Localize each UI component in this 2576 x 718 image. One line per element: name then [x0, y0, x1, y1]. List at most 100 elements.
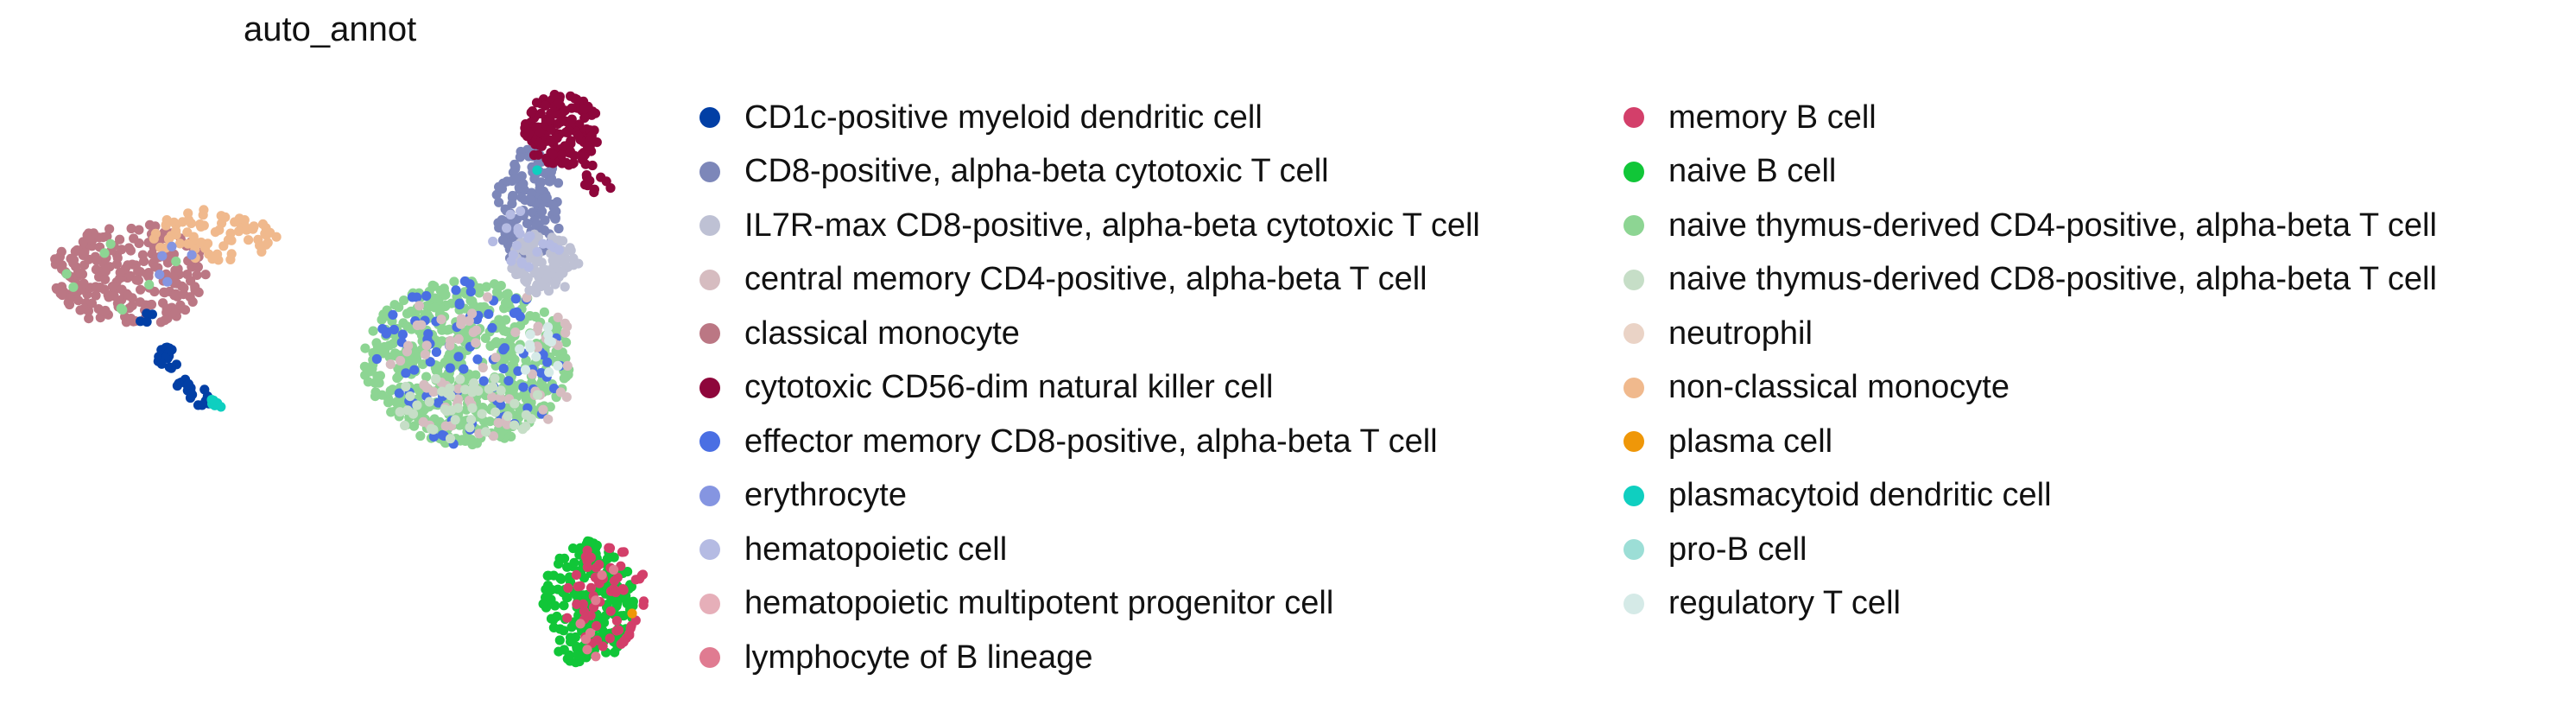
scatter-point	[602, 554, 613, 564]
scatter-point	[155, 317, 166, 327]
scatter-point	[474, 288, 484, 298]
scatter-point	[225, 228, 236, 238]
scatter-point	[133, 266, 143, 276]
scatter-point	[126, 223, 136, 234]
legend-swatch	[699, 161, 720, 182]
legend-label: naive B cell	[1668, 153, 1837, 190]
scatter-point	[131, 275, 142, 285]
scatter-point	[541, 264, 551, 275]
scatter-point	[484, 308, 494, 320]
scatter-point	[359, 361, 370, 372]
legend-column-2: memory B cell naive B cell naive thymus-de…	[1623, 91, 2437, 631]
scatter-point	[172, 380, 182, 391]
scatter-point	[627, 608, 637, 619]
legend-swatch	[699, 107, 720, 129]
scatter-point	[175, 300, 186, 310]
legend-swatch	[699, 593, 720, 614]
scatter-point	[420, 403, 430, 415]
scatter-point	[86, 298, 98, 308]
scatter-point	[226, 249, 237, 259]
scatter-point	[70, 246, 80, 257]
legend-label: regulatory T cell	[1668, 585, 1901, 622]
scatter-point	[518, 382, 528, 392]
scatter-point	[531, 352, 541, 362]
scatter-point	[511, 240, 522, 251]
scatter-point	[459, 364, 469, 374]
scatter-point	[496, 281, 506, 291]
scatter-point	[95, 283, 105, 293]
scatter-point	[374, 378, 384, 388]
scatter-point	[562, 360, 573, 371]
scatter-point	[111, 259, 122, 270]
scatter-point	[171, 289, 181, 299]
scatter-point	[402, 405, 413, 416]
scatter-point	[483, 292, 493, 302]
legend-swatch	[699, 647, 720, 669]
scatter-point	[494, 197, 504, 207]
scatter-point	[115, 267, 125, 277]
scatter-point	[459, 276, 471, 287]
scatter-point	[142, 316, 152, 327]
scatter-point	[117, 284, 127, 295]
legend-label: effector memory CD8-positive, alpha-beta…	[744, 423, 1438, 460]
scatter-point	[536, 281, 547, 291]
scatter-point	[567, 158, 578, 169]
scatter-point	[611, 586, 621, 596]
scatter-point	[594, 559, 604, 570]
scatter-point	[446, 405, 457, 416]
legend-entry: naive thymus-derived CD4-positive, alpha…	[1623, 199, 2437, 253]
legend-entry: non-classical monocyte	[1623, 361, 2437, 416]
scatter-point	[491, 189, 502, 200]
legend-entry: neutrophil	[1623, 307, 2437, 361]
scatter-point	[428, 386, 439, 397]
scatter-point	[142, 269, 152, 279]
scatter-point	[68, 282, 79, 292]
scatter-point	[566, 622, 577, 632]
legend-label: neutrophil	[1668, 315, 1813, 352]
scatter-point	[395, 407, 405, 417]
scatter-point	[405, 391, 415, 402]
scatter-point	[370, 387, 381, 397]
scatter-point	[532, 342, 543, 353]
legend-swatch	[699, 323, 720, 345]
scatter-point	[428, 432, 439, 442]
scatter-point	[513, 226, 523, 237]
scatter-point	[510, 327, 521, 338]
scatter-point	[544, 176, 555, 187]
scatter-point	[611, 615, 623, 626]
scatter-point	[546, 157, 557, 168]
scatter-point	[156, 359, 167, 369]
scatter-point	[562, 127, 573, 137]
scatter-point	[613, 625, 624, 635]
scatter-point	[230, 217, 240, 227]
scatter-point	[214, 225, 225, 235]
legend-entry: cytotoxic CD56-dim natural killer cell	[699, 361, 1480, 416]
scatter-point	[123, 290, 133, 301]
legend-swatch	[699, 485, 720, 506]
scatter-point	[157, 251, 168, 261]
scatter-point	[508, 250, 519, 260]
scatter-point	[460, 384, 471, 395]
scatter-point	[518, 179, 528, 189]
scatter-point	[182, 227, 193, 238]
scatter-point	[478, 376, 489, 386]
scatter-point	[497, 235, 509, 245]
scatter-point	[117, 304, 128, 315]
scatter-point	[511, 307, 522, 317]
scatter-point	[393, 363, 403, 374]
legend-swatch	[1623, 431, 1644, 453]
scatter-point	[478, 362, 488, 373]
scatter-point	[546, 124, 556, 135]
scatter-point	[226, 235, 237, 245]
scatter-point	[488, 431, 499, 442]
scatter-point	[389, 300, 400, 310]
scatter-point	[510, 159, 520, 169]
scatter-point	[384, 340, 395, 351]
scatter-point	[622, 599, 632, 609]
scatter-point	[563, 582, 573, 594]
scatter-point	[538, 238, 548, 249]
scatter-point	[536, 368, 547, 378]
scatter-point	[454, 298, 465, 308]
scatter-point	[573, 258, 584, 269]
scatter-point	[425, 357, 435, 367]
